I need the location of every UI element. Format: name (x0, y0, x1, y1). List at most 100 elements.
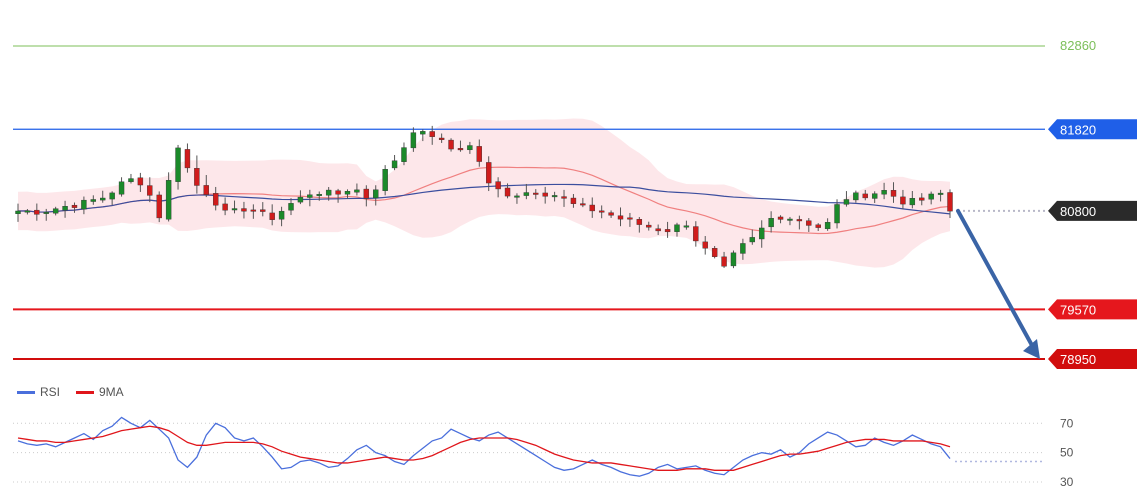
level-79570: 79570 (13, 299, 1137, 320)
candle-body (862, 193, 868, 199)
candle-body (335, 190, 341, 195)
candle-body (759, 227, 765, 240)
candle (438, 133, 445, 143)
candle-body (636, 219, 643, 225)
candle (608, 210, 614, 218)
candle-body (194, 168, 200, 186)
candle (476, 139, 482, 167)
candle (834, 199, 840, 229)
candle (391, 154, 398, 171)
candle (598, 205, 605, 219)
candle (231, 200, 238, 214)
candlesticks (15, 125, 953, 269)
candle (909, 191, 916, 209)
projection-arrow (956, 208, 1040, 359)
candle (354, 183, 360, 196)
candle (344, 189, 351, 199)
level-81820: 81820 (13, 119, 1137, 140)
candle (486, 156, 492, 192)
candle (523, 183, 530, 200)
bollinger-band-area (18, 118, 950, 268)
candle-body (401, 147, 407, 162)
candle (504, 183, 511, 199)
candle-body (250, 209, 257, 212)
candle-body (448, 139, 454, 150)
candle (118, 177, 125, 197)
candle (589, 197, 595, 218)
candle (881, 182, 887, 200)
candle-body (24, 210, 31, 213)
projection-head (1023, 339, 1040, 359)
level-badge (1048, 200, 1137, 221)
candle (24, 209, 31, 215)
candle (325, 187, 332, 201)
candle (109, 191, 115, 206)
candle (693, 221, 699, 247)
candle (147, 177, 153, 203)
candle (184, 143, 191, 173)
candle (15, 203, 21, 222)
candle-body (693, 226, 699, 242)
rsi-panel: RSI 9MA 70 50 30 (13, 385, 1074, 489)
candle-body (109, 192, 115, 200)
candle-body (787, 218, 793, 221)
candle-body (617, 215, 624, 220)
candle (81, 196, 87, 215)
candle (871, 191, 878, 204)
candle-body (928, 193, 934, 200)
candle-body (533, 192, 539, 195)
candle (373, 185, 379, 206)
candle-body (43, 211, 49, 214)
candle-body (15, 210, 21, 214)
candle-body (627, 217, 633, 220)
candle (429, 125, 435, 145)
candle-body (947, 192, 953, 212)
candle-body (278, 210, 285, 220)
candle-body (231, 208, 238, 211)
level-badge (1048, 299, 1137, 320)
candle-body (495, 181, 501, 190)
candle-body (598, 210, 605, 213)
candle (787, 216, 793, 226)
candle-body (881, 190, 887, 195)
candle-body (551, 195, 558, 198)
candle (175, 144, 181, 190)
candle (43, 208, 49, 221)
candle-body (316, 194, 322, 196)
candle-body (307, 194, 313, 198)
candle-body (646, 224, 652, 228)
candle-body (467, 145, 473, 151)
candle (137, 172, 144, 192)
candle (241, 201, 247, 219)
candle (448, 138, 454, 152)
candle-body (730, 252, 737, 267)
candle (683, 220, 690, 230)
candle (542, 186, 548, 204)
candle (768, 211, 774, 233)
candle (260, 202, 266, 217)
candle-body (429, 131, 435, 137)
candle (52, 206, 59, 216)
candle (937, 189, 944, 202)
candle-body (702, 241, 708, 249)
candle (316, 191, 322, 201)
candle (222, 197, 228, 216)
level-label: 81820 (1060, 122, 1096, 137)
candle (702, 236, 708, 255)
candle (919, 193, 925, 206)
candle-body (919, 197, 925, 201)
candle-body (344, 191, 351, 195)
candle (561, 189, 567, 207)
candle (655, 224, 661, 235)
candle-body (222, 203, 228, 211)
candle-body (504, 187, 511, 197)
candle (457, 140, 464, 152)
candle-body (62, 206, 68, 211)
candle-body (363, 188, 370, 199)
candle (740, 238, 746, 260)
candle-body (241, 208, 247, 212)
candle (674, 222, 680, 237)
candle (269, 204, 275, 226)
candle-body (721, 256, 727, 267)
ma-slow-line (17, 183, 951, 215)
